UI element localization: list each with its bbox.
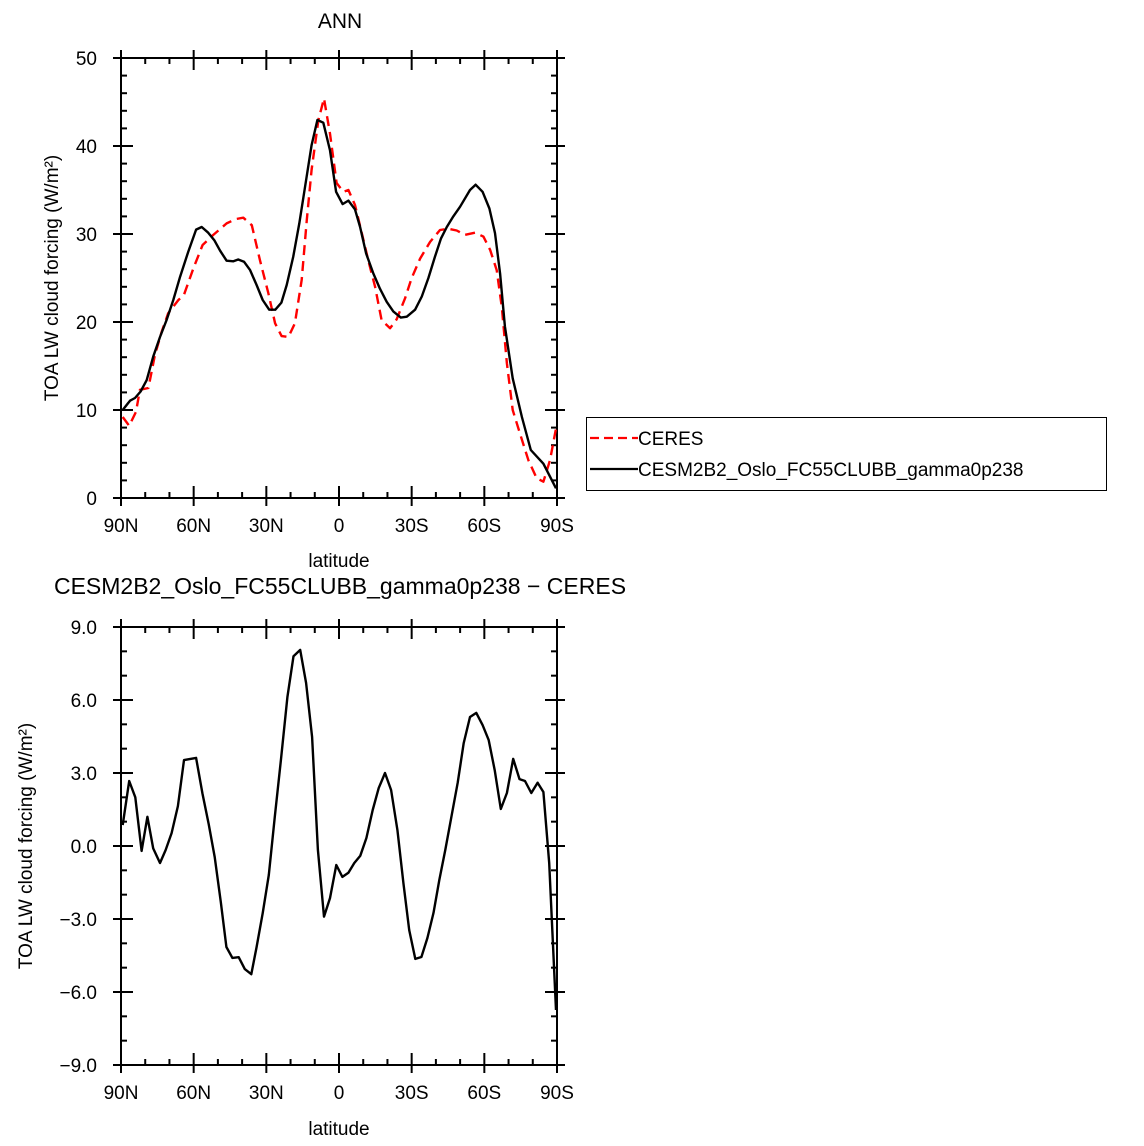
x-tick-label: 30S xyxy=(395,516,429,537)
top-panel-title: ANN xyxy=(318,10,362,33)
legend-box xyxy=(586,417,1107,491)
y-tick-label: 10 xyxy=(76,401,97,422)
x-tick-label: 60N xyxy=(176,1083,211,1104)
bottom-panel-xlabel: latitude xyxy=(308,1119,369,1140)
bottom-panel-axes: 90N 60N 30N 0 30S 60S 90S −9.0 −6.0 −3.0 0.0 3.0 6.0… xyxy=(59,618,573,1104)
x-tick-label: 90N xyxy=(104,1083,139,1104)
top-panel-xlabel: latitude xyxy=(308,551,369,572)
bottom-panel-ylabel: TOA LW cloud forcing (W/m²) xyxy=(16,723,37,969)
top-panel-axes: 90N 60N 30N 0 30S 60S 90S 0 10 20 30 40 50 xyxy=(76,49,574,537)
x-tick-label: 30S xyxy=(395,1083,429,1104)
series-line-cesm2b2-oslo-fc55clubb-gamma0p238 xyxy=(121,118,558,489)
x-tick-label: 60S xyxy=(467,1083,501,1104)
y-tick-label: 0.0 xyxy=(71,837,97,858)
x-tick-label: 0 xyxy=(334,516,345,537)
top-panel-annual-mean: ANN TOA LW cloud forcing (W/m²) latitude… xyxy=(42,10,574,572)
y-tick-label: 50 xyxy=(76,49,97,70)
y-tick-label: 20 xyxy=(76,313,97,334)
y-tick-label: −6.0 xyxy=(59,983,97,1004)
y-tick-label: 30 xyxy=(76,225,97,246)
x-tick-label: 60S xyxy=(467,516,501,537)
y-tick-label: 6.0 xyxy=(71,691,97,712)
y-tick-label: −9.0 xyxy=(59,1056,97,1077)
series-line-difference xyxy=(121,648,558,1011)
x-tick-label: 90S xyxy=(540,516,574,537)
bottom-panel-difference: CESM2B2_Oslo_FC55CLUBB_gamma0p238 − CERE… xyxy=(16,573,626,1140)
legend: CERES CESM2B2_Oslo_FC55CLUBB_gamma0p238 xyxy=(586,417,1107,491)
x-tick-label: 30N xyxy=(249,516,284,537)
y-tick-label: −3.0 xyxy=(59,910,97,931)
y-tick-label: 9.0 xyxy=(71,618,97,639)
x-tick-label: 0 xyxy=(334,1083,345,1104)
x-tick-label: 30N xyxy=(249,1083,284,1104)
top-panel-ylabel: TOA LW cloud forcing (W/m²) xyxy=(42,155,63,401)
legend-model-label: CESM2B2_Oslo_FC55CLUBB_gamma0p238 xyxy=(638,460,1023,481)
bottom-panel-series xyxy=(121,648,558,1011)
y-tick-label: 3.0 xyxy=(71,764,97,785)
y-tick-label: 40 xyxy=(76,137,97,158)
legend-ceres-label: CERES xyxy=(638,429,703,450)
y-tick-label: 0 xyxy=(86,489,97,510)
x-tick-label: 90S xyxy=(540,1083,574,1104)
x-tick-label: 90N xyxy=(104,516,139,537)
series-line-ceres xyxy=(121,97,558,483)
bottom-panel-title: CESM2B2_Oslo_FC55CLUBB_gamma0p238 − CERE… xyxy=(54,573,626,599)
x-tick-label: 60N xyxy=(176,516,211,537)
top-panel-series xyxy=(121,97,558,489)
